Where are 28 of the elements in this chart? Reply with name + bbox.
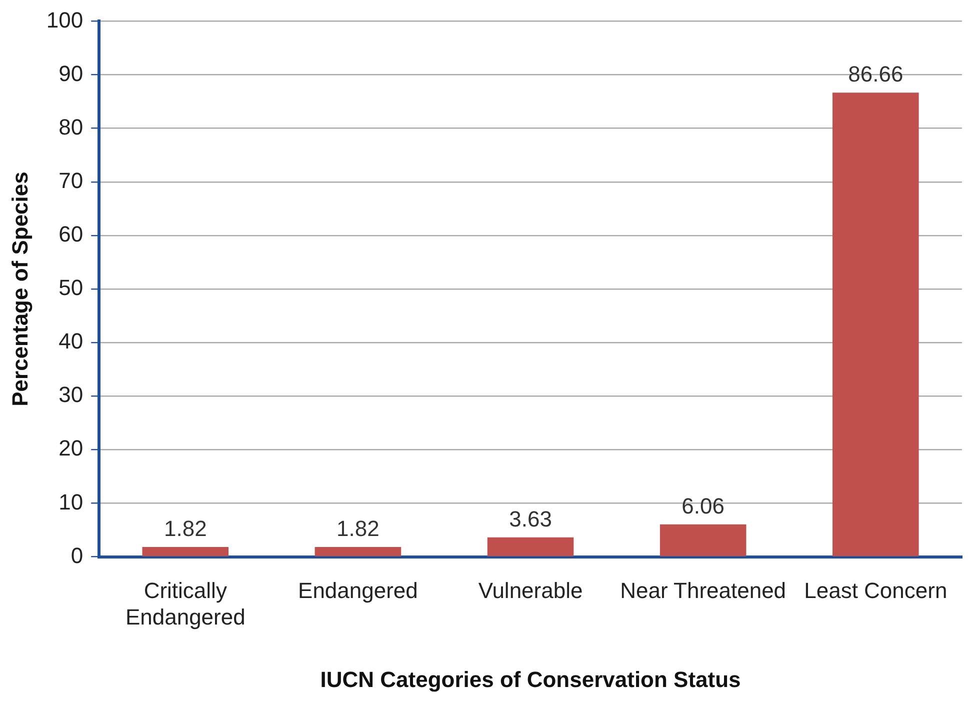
bar	[832, 92, 919, 556]
y-tick-label: 80	[58, 114, 84, 140]
x-tick-label: Endangered	[298, 578, 418, 604]
bar	[487, 537, 574, 556]
x-tick-label: Vulnerable	[478, 578, 583, 604]
bar	[660, 524, 746, 556]
y-tick-label: 30	[58, 382, 84, 408]
data-label: 1.82	[164, 516, 207, 542]
y-tick-label: 90	[58, 60, 84, 86]
data-label: 86.66	[848, 62, 904, 87]
y-tick-label: 10	[58, 489, 84, 514]
x-tick-label: Near Threatened	[620, 578, 786, 604]
data-label: 1.82	[336, 516, 380, 542]
x-tick-label: Least Concern	[804, 578, 948, 604]
y-tick-label: 0	[70, 542, 84, 568]
x-axis-title: IUCN Categories of Conservation Status	[320, 666, 741, 692]
data-label: 3.63	[509, 506, 552, 532]
y-tick-label: 50	[58, 275, 84, 300]
bar	[314, 547, 402, 556]
y-axis-title: Percentage of Species	[7, 172, 32, 406]
data-label: 6.06	[682, 493, 725, 518]
y-tick-label: 60	[58, 222, 84, 247]
y-tick-label: 100	[46, 7, 84, 32]
y-tick-label: 70	[58, 168, 84, 193]
y-tick-label: 40	[58, 328, 84, 354]
bar	[142, 547, 229, 556]
x-tick-label: Critically Endangered	[125, 578, 246, 630]
y-tick-label: 20	[58, 436, 84, 461]
